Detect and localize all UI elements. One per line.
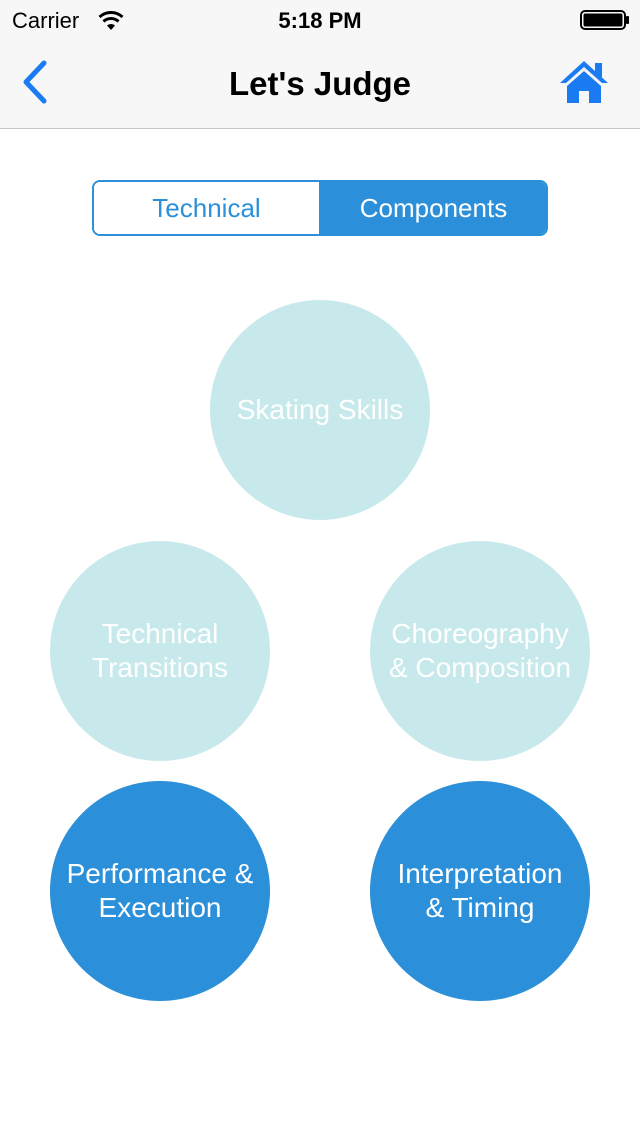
interpretation-timing-button[interactable]: Interpretation & Timing [370, 781, 590, 1001]
segment-technical[interactable]: Technical [94, 182, 321, 234]
choreography-composition-label: Choreography & Composition [388, 618, 572, 683]
segmented-control: Technical Components [92, 180, 548, 236]
back-button[interactable] [10, 56, 60, 112]
skating-skills-label: Skating Skills [236, 394, 404, 425]
segment-components[interactable]: Components [321, 182, 546, 234]
battery-icon [580, 10, 630, 30]
navigation-bar: Let's Judge [0, 40, 640, 129]
performance-execution-button[interactable]: Performance & Execution [50, 781, 270, 1001]
chevron-left-icon [20, 59, 50, 110]
choreography-composition-button[interactable]: Choreography & Composition [370, 541, 590, 761]
home-button[interactable] [554, 54, 614, 114]
home-icon [558, 59, 610, 110]
skating-skills-button[interactable]: Skating Skills [210, 300, 430, 520]
interpretation-timing-label: Interpretation & Timing [397, 858, 563, 923]
technical-transitions-button[interactable]: Technical Transitions [50, 541, 270, 761]
page-title: Let's Judge [228, 65, 412, 102]
technical-transitions-label: Technical Transitions [92, 618, 228, 683]
performance-execution-label: Performance & Execution [66, 858, 254, 923]
carrier-label: Carrier [12, 8, 80, 33]
wifi-icon [96, 8, 126, 32]
status-bar: Carrier 5:18 PM [0, 0, 640, 40]
